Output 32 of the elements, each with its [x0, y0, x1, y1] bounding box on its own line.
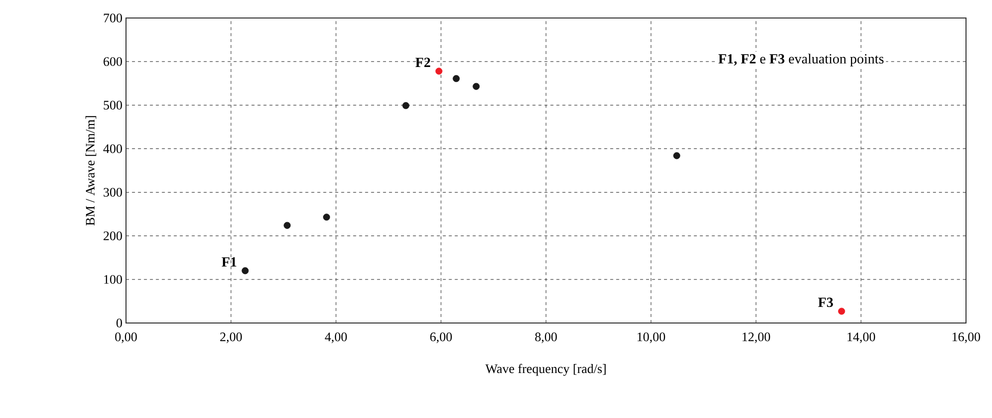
point	[284, 222, 291, 229]
point	[673, 152, 680, 160]
point	[472, 82, 480, 90]
x-tick-label: 6,00	[430, 332, 452, 344]
y-tick-label: 200	[104, 231, 122, 240]
point	[402, 102, 410, 110]
y-tick-label: 100	[104, 275, 122, 284]
y-tick-label: 700	[104, 14, 122, 22]
y-axis-title: BM / Awave [Nm/m]	[85, 116, 96, 226]
y-tick-label: 300	[104, 188, 122, 197]
y-tick-label: 400	[103, 144, 122, 154]
point	[838, 308, 846, 315]
annotation: F3	[818, 298, 833, 308]
x-tick-label: 12,00	[742, 332, 770, 344]
x-tick-label: 14,00	[848, 332, 876, 344]
x-tick-label: 2,00	[220, 332, 242, 344]
y-tick-label: 500	[104, 100, 122, 110]
x-tick-label: 10,00	[638, 332, 666, 344]
point	[323, 214, 330, 221]
x-tick-label: 16,00	[952, 332, 980, 344]
x-tick-label: 0,00	[115, 332, 137, 344]
point	[452, 75, 460, 82]
point	[242, 267, 249, 274]
x-tick-label: 4,00	[324, 332, 347, 344]
x-axis-title: Wave frequency [rad/s]	[485, 364, 606, 376]
annotation: F1, F2 e F3 evaluation points	[718, 54, 884, 66]
annotation: F2	[415, 58, 430, 67]
point	[435, 68, 442, 75]
annotation: F1	[222, 257, 236, 267]
x-tick-label: 8,00	[535, 332, 557, 344]
y-tick-label: 0	[116, 318, 122, 328]
y-tick-label: 600	[104, 57, 122, 66]
